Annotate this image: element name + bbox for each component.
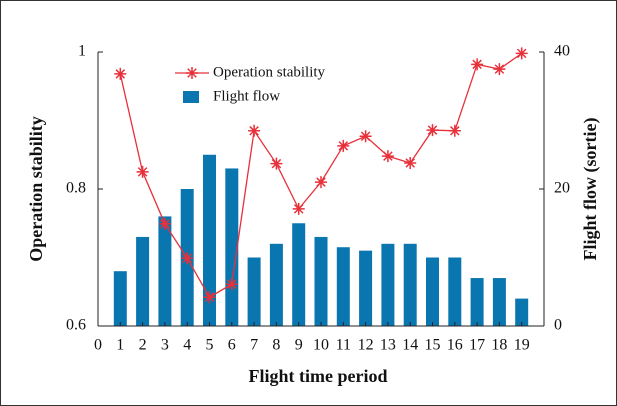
marker	[426, 124, 439, 137]
x-tick-label: 5	[206, 337, 214, 354]
legend-marker	[186, 67, 198, 79]
x-tick-label: 9	[295, 337, 303, 354]
legend-swatch	[183, 91, 199, 103]
bar	[426, 257, 439, 326]
x-tick-label: 0	[94, 337, 102, 354]
marker	[404, 156, 417, 169]
marker	[181, 252, 194, 265]
bar	[381, 243, 395, 326]
x-tick-label: 12	[358, 337, 374, 354]
marker	[225, 278, 238, 291]
bar	[515, 298, 529, 326]
bar	[203, 154, 216, 326]
marker	[270, 157, 283, 170]
x-tick-label: 7	[250, 337, 258, 354]
x-tick-label: 11	[336, 337, 351, 354]
x-tick-label: 10	[313, 337, 329, 354]
y-axis-title: Operation stability	[26, 116, 46, 262]
bar	[492, 278, 506, 326]
legend-text: Operation stability	[213, 64, 326, 80]
marker	[515, 47, 528, 60]
marker	[493, 63, 506, 76]
marker	[248, 124, 261, 137]
y2-axis-title: Flight flow (sortie)	[580, 118, 601, 261]
y-tick-label: 0.8	[66, 180, 86, 197]
bar	[269, 243, 283, 326]
x-tick-label: 16	[447, 337, 463, 354]
marker	[359, 130, 372, 143]
y2-tick-label: 0	[554, 317, 562, 334]
y2-tick-label: 40	[554, 43, 570, 60]
marker	[315, 176, 327, 189]
bar	[448, 257, 462, 326]
marker	[114, 67, 127, 80]
bar	[359, 250, 373, 326]
marker	[136, 165, 149, 178]
x-tick-label: 8	[272, 337, 280, 354]
x-tick-label: 3	[161, 337, 169, 354]
x-tick-label: 4	[183, 337, 191, 354]
x-tick-label: 15	[425, 337, 441, 354]
bar	[336, 247, 350, 326]
y2-tick-label: 20	[554, 180, 570, 197]
x-tick-label: 17	[469, 337, 485, 354]
x-tick-label: 1	[116, 337, 124, 354]
bar	[113, 271, 127, 326]
marker	[381, 150, 394, 163]
x-tick-label: 18	[491, 337, 507, 354]
legend-text: Flight flow	[213, 88, 280, 104]
bar	[403, 243, 417, 326]
y-tick-label: 1	[78, 43, 86, 60]
x-axis-title: Flight time period	[249, 366, 388, 386]
bar	[470, 278, 484, 326]
marker	[292, 202, 305, 215]
marker	[158, 217, 171, 230]
bar	[158, 216, 172, 326]
x-tick-label: 13	[380, 337, 396, 354]
bar	[247, 257, 261, 326]
marker	[448, 124, 461, 137]
x-tick-label: 2	[139, 337, 147, 354]
y-tick-label: 0.6	[66, 317, 86, 334]
x-tick-label: 14	[402, 337, 418, 354]
marker	[471, 58, 484, 71]
x-tick-label: 6	[228, 337, 236, 354]
bar	[136, 236, 150, 326]
bar	[292, 223, 306, 326]
bar	[225, 168, 239, 326]
marker	[337, 139, 350, 152]
x-tick-label: 19	[514, 337, 530, 354]
marker	[203, 291, 216, 304]
bar	[314, 236, 328, 326]
